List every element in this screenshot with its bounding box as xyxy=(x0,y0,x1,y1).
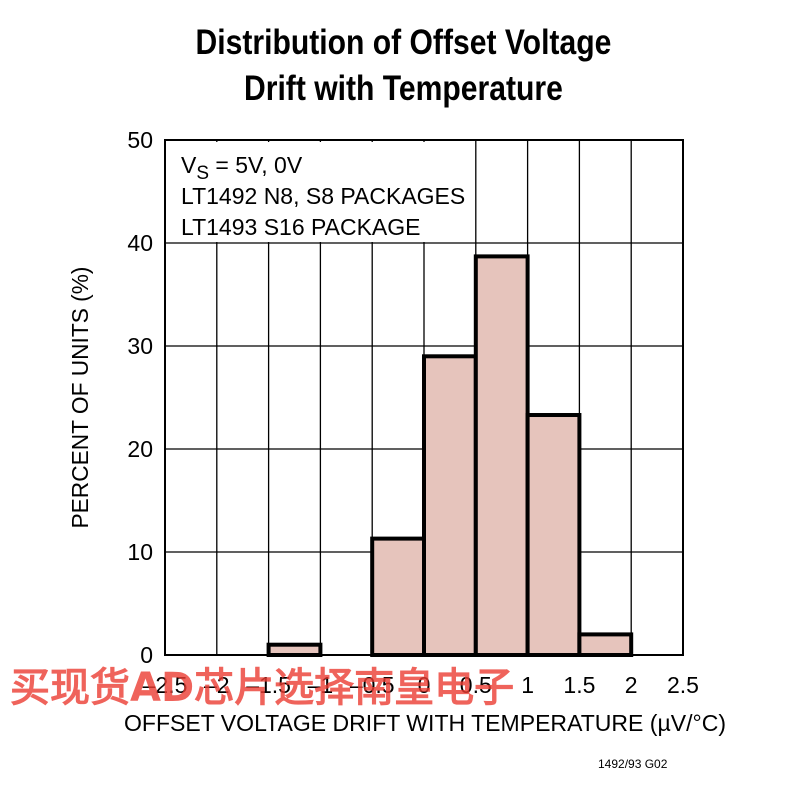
y-axis-label: PERCENT OF UNITS (%) xyxy=(67,267,93,529)
histogram-bar-3 xyxy=(473,254,530,657)
y-tick-label-5: 50 xyxy=(127,127,153,153)
histogram-bars xyxy=(266,254,634,658)
histogram-bar-0 xyxy=(266,642,323,658)
annotation-line-3: LT1493 S16 PACKAGE xyxy=(181,214,421,240)
y-tick-label-0: 0 xyxy=(140,642,153,668)
y-tick-label-4: 40 xyxy=(127,230,153,256)
x-tick-label-10: 2.5 xyxy=(667,672,699,698)
histogram-bar-2 xyxy=(422,354,478,657)
x-tick-label-0: –2.5 xyxy=(143,672,188,698)
histogram-bar-1 xyxy=(370,536,427,657)
x-tick-label-6: 0.5 xyxy=(460,672,492,698)
watermark-text: 买现货AD芯片选择南皇电子 xyxy=(10,665,515,711)
plot-frame xyxy=(164,139,684,656)
histogram-bar-4 xyxy=(525,413,582,658)
histogram-bar-5 xyxy=(577,632,634,658)
x-tick-label-9: 2 xyxy=(625,672,638,698)
x-tick-label-5: 0 xyxy=(418,672,431,698)
y-tick-label-3: 30 xyxy=(127,333,153,359)
annotation-background xyxy=(167,142,475,242)
x-tick-label-2: –1.5 xyxy=(246,672,291,698)
y-tick-label-2: 20 xyxy=(127,436,153,462)
figure-id: 1492/93 G02 xyxy=(598,757,668,771)
x-tick-label-7: 1 xyxy=(521,672,534,698)
chart-title: Distribution of Offset Voltage Drift wit… xyxy=(56,20,750,112)
annotation-line-1: VS = 5V, 0V xyxy=(181,152,303,184)
x-tick-label-3: –1 xyxy=(308,672,334,698)
chart-title-line-1: Distribution of Offset Voltage xyxy=(195,23,612,62)
annotation-line-2: LT1492 N8, S8 PACKAGES xyxy=(181,183,465,209)
x-axis-label: OFFSET VOLTAGE DRIFT WITH TEMPERATURE (µ… xyxy=(124,710,726,736)
x-tick-label-4: –0.5 xyxy=(350,672,395,698)
x-tick-label-1: –2 xyxy=(204,672,230,698)
chart-title-line-2: Drift with Temperature xyxy=(243,69,563,108)
y-tick-labels: 0 10 20 30 40 50 xyxy=(127,127,153,668)
y-tick-label-1: 10 xyxy=(127,539,153,565)
x-tick-labels: –2.5 –2 –1.5 –1 –0.5 0 0.5 1 1.5 2 2.5 xyxy=(143,672,699,698)
x-tick-label-8: 1.5 xyxy=(563,672,595,698)
